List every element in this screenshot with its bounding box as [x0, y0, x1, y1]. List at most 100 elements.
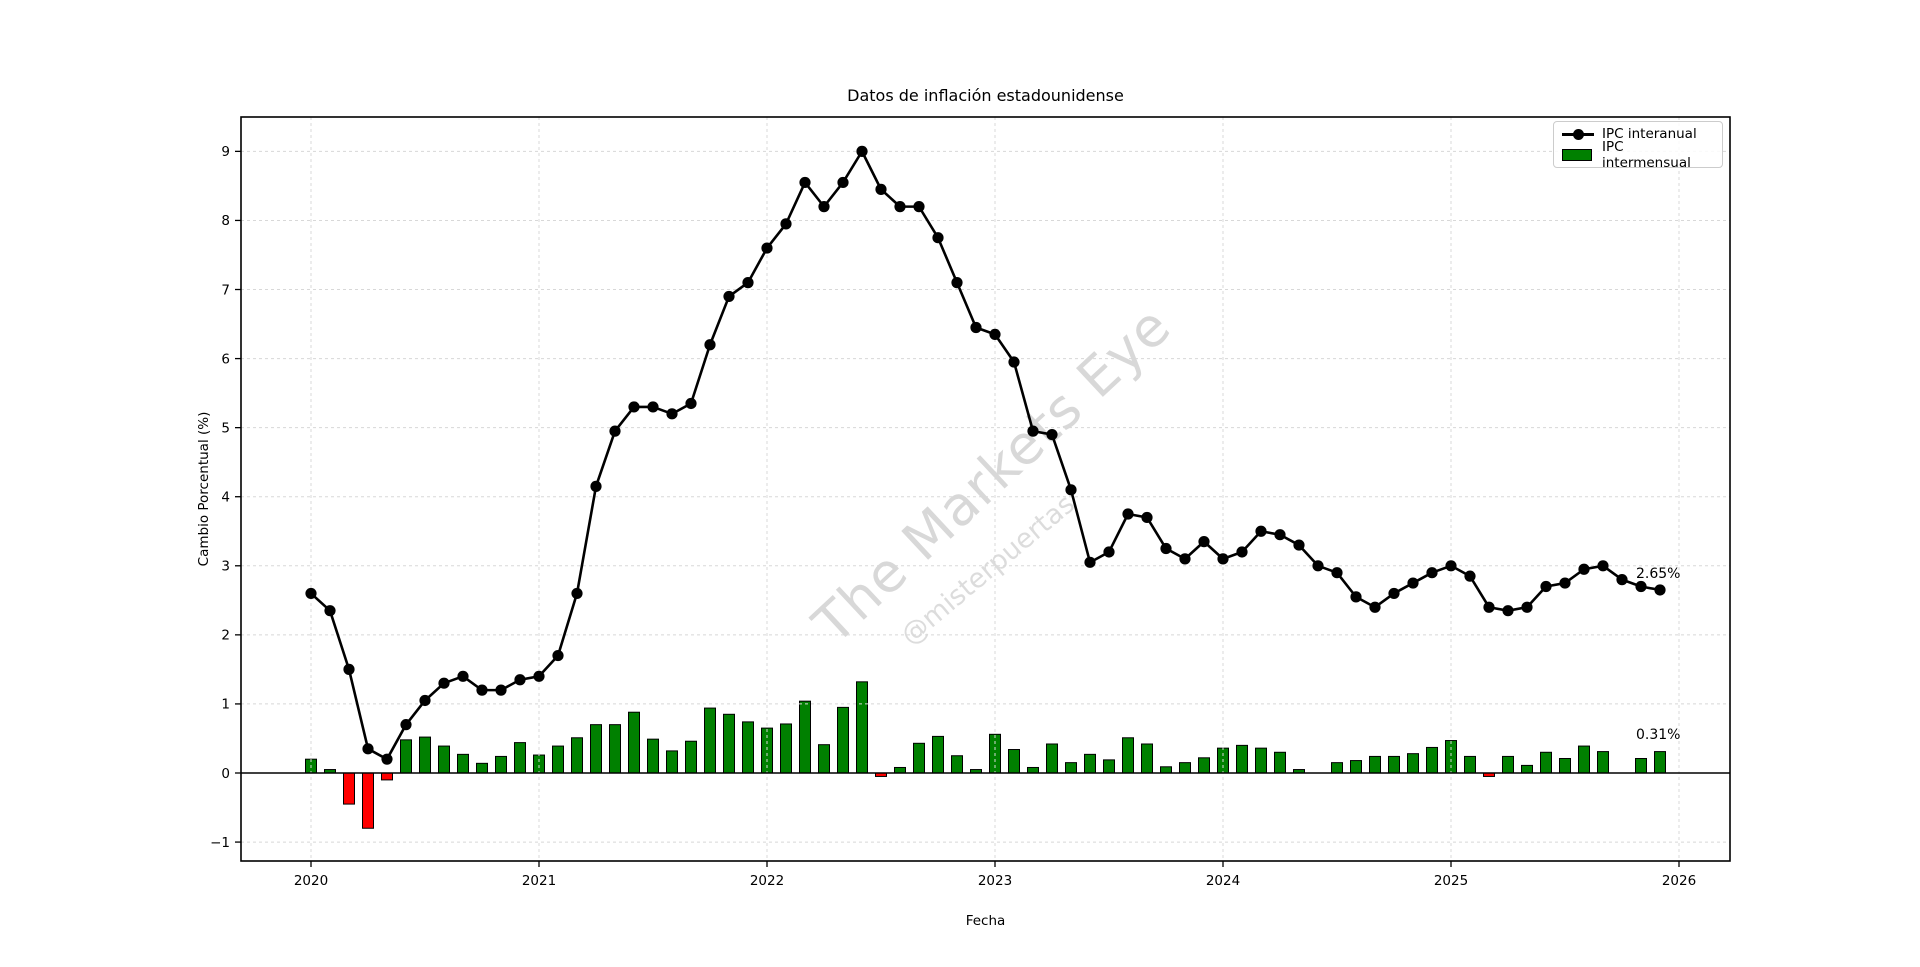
- data-point: [1483, 601, 1495, 613]
- y-tick-label: 3: [221, 559, 230, 575]
- x-tick-label: 2021: [522, 873, 556, 889]
- bar: [381, 772, 393, 781]
- legend-bar-swatch-wrap: [1562, 148, 1594, 162]
- bar: [1635, 757, 1647, 774]
- bar: [1464, 755, 1476, 774]
- data-point: [1597, 560, 1609, 572]
- bar: [894, 766, 906, 774]
- bar: [400, 739, 412, 774]
- data-point: [533, 670, 545, 682]
- bar: [704, 707, 716, 774]
- data-point: [704, 339, 716, 351]
- bar: [1046, 743, 1058, 774]
- bar: [552, 745, 564, 774]
- data-point: [1141, 511, 1153, 524]
- data-point: [761, 242, 773, 254]
- y-tick-label: 9: [221, 144, 230, 160]
- data-point: [362, 743, 374, 755]
- data-point: [1331, 567, 1343, 579]
- data-point: [837, 176, 849, 189]
- legend: IPC interanual IPC intermensual: [1553, 121, 1723, 171]
- x-tick-label: 2026: [1662, 873, 1696, 889]
- data-point: [666, 408, 678, 420]
- bar: [1578, 745, 1590, 774]
- y-tick-label: 2: [221, 628, 230, 644]
- bar: [1274, 751, 1286, 774]
- bar: [1065, 762, 1077, 774]
- legend-item-bar: IPC intermensual: [1562, 139, 1714, 171]
- bar: [1122, 737, 1134, 774]
- bar: [476, 762, 488, 774]
- data-point: [457, 670, 469, 682]
- bar: [609, 724, 621, 774]
- data-point: [1312, 560, 1324, 572]
- legend-label-line: IPC interanual: [1602, 126, 1697, 142]
- data-point: [1559, 577, 1571, 589]
- x-tick-label: 2024: [1206, 873, 1240, 889]
- data-point: [1464, 570, 1476, 582]
- y-tick-label: 1: [221, 697, 230, 713]
- bar: [837, 706, 849, 774]
- data-point: [970, 321, 982, 334]
- data-point: [324, 605, 336, 617]
- bar: [932, 735, 944, 774]
- bar: [1331, 762, 1343, 774]
- data-point: [1255, 525, 1267, 537]
- data-point: [1046, 428, 1058, 441]
- bar: [1350, 760, 1362, 774]
- bar: [533, 754, 545, 774]
- bar: [571, 737, 583, 774]
- bar: [419, 736, 431, 774]
- y-tick-label: −1: [210, 835, 230, 851]
- legend-line-marker-swatch: [1562, 127, 1594, 141]
- data-point: [1369, 601, 1381, 613]
- data-point: [419, 694, 431, 707]
- bar: [1160, 766, 1172, 774]
- data-point: [1540, 580, 1552, 593]
- data-point: [1578, 563, 1590, 575]
- bar: [1084, 753, 1096, 774]
- data-point: [818, 201, 830, 213]
- bar: [1597, 751, 1609, 774]
- bar: [590, 724, 602, 774]
- bar: [913, 742, 925, 774]
- data-point: [305, 587, 317, 600]
- data-point: [571, 587, 583, 600]
- y-tick-label: 8: [221, 213, 230, 229]
- data-point: [1217, 553, 1229, 565]
- data-point: [989, 328, 1001, 341]
- bar: [438, 745, 450, 774]
- data-point: [1198, 536, 1210, 548]
- data-point: [1407, 577, 1419, 589]
- bar: [1502, 755, 1514, 774]
- bar: [1198, 757, 1210, 774]
- annotation-yoy-last: 2.65%: [1636, 566, 1681, 582]
- bar: [1445, 740, 1457, 774]
- data-point: [951, 277, 963, 289]
- data-point: [1084, 556, 1096, 568]
- data-point: [1502, 605, 1514, 617]
- data-point: [894, 201, 906, 213]
- bar: [1426, 746, 1438, 774]
- data-point: [1065, 484, 1077, 496]
- data-point: [1103, 546, 1115, 558]
- data-point: [780, 218, 792, 230]
- data-point: [628, 401, 640, 413]
- data-point: [476, 684, 488, 696]
- legend-label-bar: IPC intermensual: [1602, 138, 1691, 171]
- line-path: [310, 150, 1661, 761]
- data-point: [1274, 529, 1286, 541]
- bar: [457, 753, 469, 774]
- bar: [799, 700, 811, 774]
- data-point: [1122, 508, 1134, 520]
- bar: [1179, 762, 1191, 774]
- data-point: [1388, 587, 1400, 600]
- data-point: [1350, 591, 1362, 603]
- data-point: [856, 145, 868, 157]
- data-point: [381, 753, 393, 765]
- data-point: [1521, 601, 1533, 613]
- data-point: [875, 183, 887, 195]
- y-tick-label: 4: [221, 490, 230, 506]
